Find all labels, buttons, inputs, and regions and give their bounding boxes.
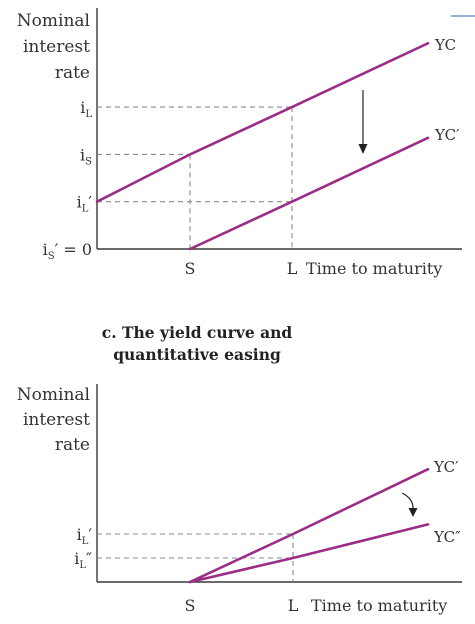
y-tick-label: iL′	[77, 193, 93, 215]
x-tick-S: S	[185, 259, 196, 278]
series-line-0	[188, 467, 430, 584]
panel-title-line-1: c. The yield curve and	[102, 323, 293, 342]
shift-arrowhead	[358, 144, 368, 154]
y-axis-label-line-2: interest	[23, 410, 90, 430]
series-label-YC-prime: YC′	[433, 458, 459, 476]
series-line-1	[188, 136, 430, 251]
x-tick-S: S	[185, 596, 196, 615]
x-axis-label: Time to maturity	[311, 596, 447, 615]
y-axis-label-line-2: interest	[23, 37, 90, 57]
y-axis-label-line-1: Nominal	[17, 11, 90, 31]
series-label-YC-prime: YC′	[434, 126, 460, 144]
panel-title-line-2: quantitative easing	[113, 345, 281, 364]
y-axis-label-line-1: Nominal	[17, 385, 90, 405]
x-tick-L: L	[287, 259, 298, 278]
rotate-arrow	[401, 492, 414, 511]
y-tick-label: iS′ = 0	[43, 240, 92, 262]
y-tick-label: iL′	[77, 525, 93, 547]
series-line-0	[95, 41, 430, 203]
series-line-1	[188, 523, 430, 584]
series-label-YC: YC	[434, 36, 456, 54]
series-label-YC-double-prime: YC″	[433, 528, 461, 546]
y-axis-label-line-3: rate	[55, 435, 90, 455]
y-tick-label: iL	[80, 98, 92, 120]
x-axis-label: Time to maturity	[306, 259, 442, 278]
y-tick-label: iS	[80, 145, 92, 167]
y-tick-label: iL″	[74, 549, 92, 571]
rotate-arrowhead	[408, 508, 418, 517]
x-tick-L: L	[288, 596, 299, 615]
y-axis-label-line-3: rate	[55, 63, 90, 83]
chart-panel-2: Nominal interest rate iL′ iL″ S L Time to…	[17, 384, 462, 615]
chart-panel-1: Nominal interest rate iL iS iL′ iS′ = 0 S L…	[17, 8, 462, 278]
